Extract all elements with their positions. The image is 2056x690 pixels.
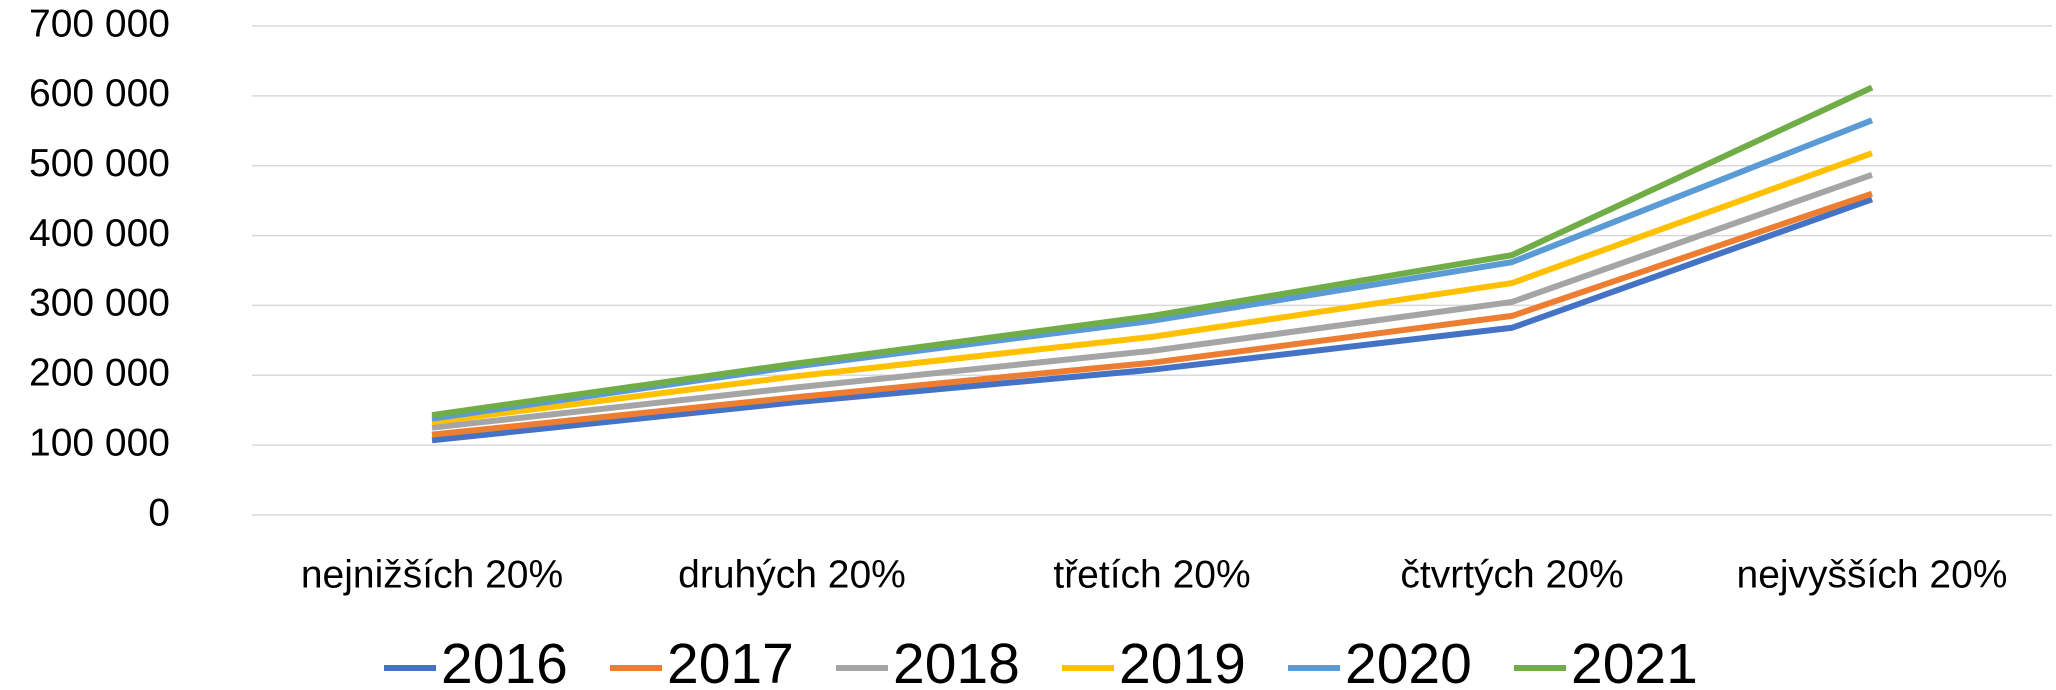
series-line: [431, 171, 1873, 431]
legend-label: 2021: [1571, 632, 1698, 690]
y-tick-label: 700 000: [29, 2, 170, 45]
legend-label: 2017: [667, 632, 794, 690]
y-tick-label: 500 000: [29, 142, 170, 185]
x-tick-label: druhých 20%: [678, 553, 906, 596]
x-tick-label: nejvyšších 20%: [1737, 553, 2008, 596]
legend-label: 2020: [1345, 632, 1472, 690]
y-tick-label: 300 000: [29, 282, 170, 325]
legend-label: 2019: [1119, 632, 1246, 690]
x-tick-label: nejnižších 20%: [301, 553, 563, 596]
series-line: [431, 196, 1874, 444]
y-tick-label: 0: [148, 491, 170, 534]
y-tick-label: 200 000: [29, 352, 170, 395]
x-tick-label: čtvrtých 20%: [1400, 553, 1623, 596]
y-tick-label: 100 000: [29, 421, 170, 464]
series-line: [431, 150, 1874, 426]
legend-label: 2016: [441, 632, 568, 690]
y-tick-label: 600 000: [29, 72, 170, 115]
series-line: [431, 84, 1874, 419]
y-tick-label: 400 000: [29, 212, 170, 255]
series-line: [431, 190, 1873, 438]
legend-label: 2018: [893, 632, 1020, 690]
x-tick-label: třetích 20%: [1053, 553, 1250, 596]
